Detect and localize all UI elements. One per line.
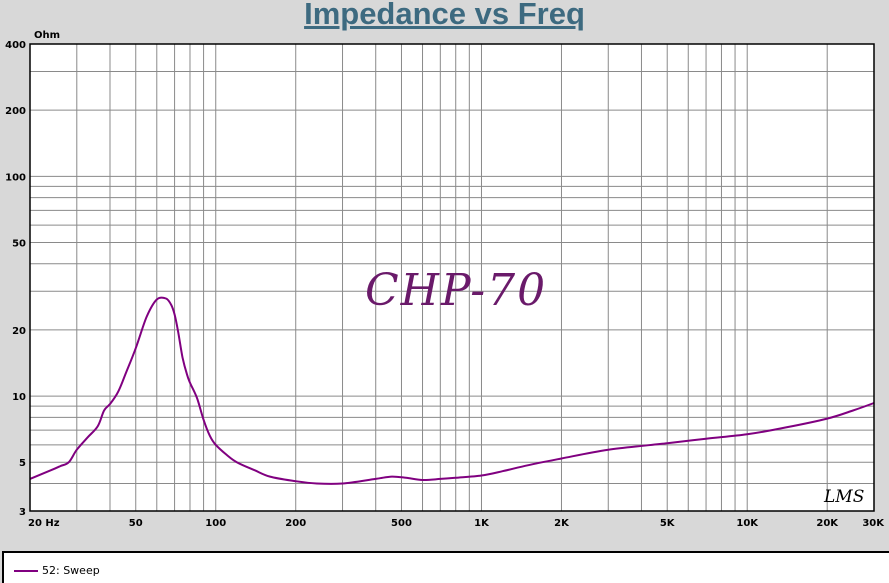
x-tick-label: 10K [736,518,759,529]
annotation-software-label: LMS [823,487,864,507]
tick-labels: 20 Hz 50 100 200 500 1K 2K 5K 10K 20K 30K 3 5 10 20 50 1… [5,40,885,529]
chart-title: Impedance vs Freq [304,0,585,31]
y-tick-label: 5 [19,458,26,469]
x-tick-label: 200 [285,518,306,529]
y-axis-unit-label: Ohm [34,30,60,41]
legend-label: 52: Sweep [42,564,100,577]
x-tick-label: 1K [474,518,490,529]
annotation-model-label: CHP-70 [365,265,547,316]
x-tick-label: 5K [660,518,676,529]
x-tick-label: 20 Hz [28,518,60,529]
y-tick-label: 10 [12,392,26,403]
x-tick-label: 2K [554,518,570,529]
x-tick-label: 50 [129,518,143,529]
y-tick-label: 100 [5,172,26,183]
y-tick-label: 200 [5,106,26,117]
grid-lines [30,44,874,511]
legend-entry: 52: Sweep [14,564,100,577]
y-tick-label: 400 [5,40,26,51]
legend-swatch [14,569,38,572]
x-tick-label: 30K [862,518,885,529]
series-layer [29,296,875,485]
plot-area [30,44,874,511]
y-tick-label: 3 [19,507,26,518]
y-tick-label: 50 [12,238,26,249]
x-tick-label: 100 [205,518,226,529]
x-tick-label: 500 [391,518,412,529]
legend: 52: Sweep [2,551,889,583]
y-tick-label: 20 [12,326,26,337]
series-line-impedance [29,296,875,485]
x-tick-label: 20K [816,518,839,529]
plot-frame [29,43,875,512]
